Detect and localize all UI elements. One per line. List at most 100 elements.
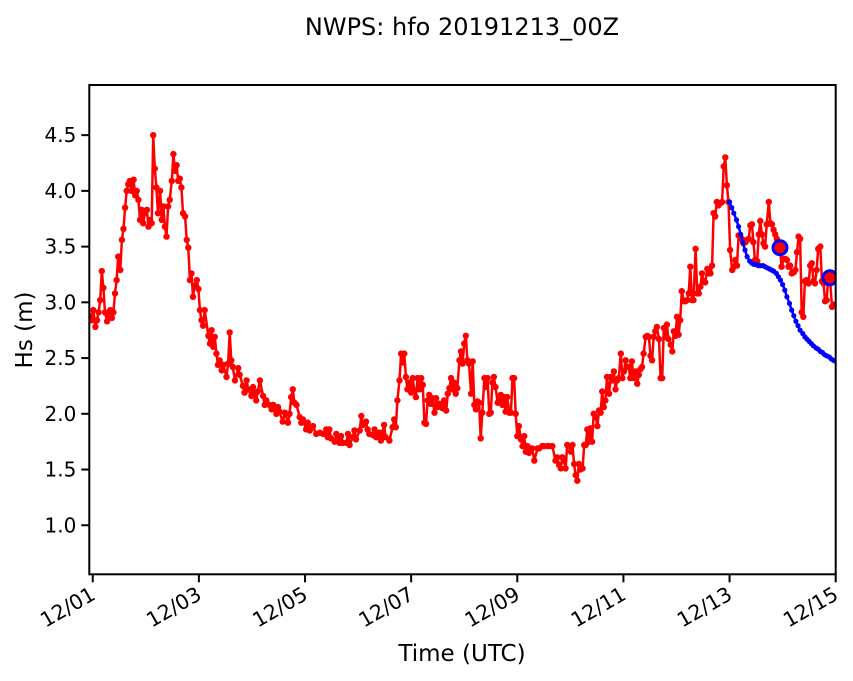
observed-hs-point	[226, 329, 233, 336]
observed-hs-point	[610, 368, 618, 375]
observed-hs-point	[344, 430, 352, 438]
observed-hs-point	[199, 322, 207, 329]
observed-hs-point	[156, 187, 164, 195]
observed-hs-point	[570, 460, 578, 468]
observed-hs-point	[256, 377, 264, 384]
observed-hs-point	[113, 276, 120, 284]
observed-hs-point	[768, 221, 776, 228]
forecast-hs-point	[791, 313, 797, 319]
y-tick-label: 2.0	[44, 402, 76, 426]
observed-hs-point	[130, 176, 137, 183]
observed-hs-point	[524, 442, 531, 450]
observed-hs-point	[467, 390, 475, 397]
x-tick-label: 12/09	[461, 582, 524, 632]
observed-hs-point	[499, 401, 506, 409]
observed-hs-point	[352, 436, 360, 443]
observed-hs-point	[409, 374, 416, 382]
observed-hs-point	[377, 437, 385, 444]
observed-hs-point	[599, 388, 606, 395]
observed-hs-point	[653, 323, 661, 331]
observed-hs-point	[163, 233, 170, 240]
observed-hs-point	[402, 373, 410, 381]
observed-hs-point	[594, 422, 601, 430]
observed-hs-point	[707, 270, 714, 277]
observed-hs-point	[761, 243, 769, 250]
observed-hs-point	[319, 430, 327, 438]
observed-hs-point	[270, 401, 277, 409]
observed-hs-point	[823, 296, 830, 304]
observed-hs-point	[484, 374, 491, 382]
observed-hs-point	[510, 374, 518, 382]
observed-hs-point	[208, 327, 215, 334]
observed-hs-point	[745, 235, 752, 242]
observed-hs-point	[245, 386, 252, 393]
observed-hs-point	[698, 270, 706, 277]
observed-hs-point	[351, 427, 358, 434]
y-tick-label: 4.5	[44, 123, 76, 147]
observed-hs-point	[683, 296, 691, 304]
observed-hs-point	[218, 367, 225, 374]
forecast-hs-point	[786, 300, 793, 307]
observed-hs-point	[757, 217, 764, 225]
observed-hs-point	[692, 245, 699, 252]
observed-hs-point	[151, 165, 158, 172]
observed-hs-point	[276, 408, 283, 415]
observed-hs-point	[399, 359, 406, 366]
observed-hs-point	[396, 377, 403, 384]
observed-hs-point	[765, 198, 772, 206]
observed-hs-point	[201, 306, 208, 314]
observed-hs-point	[196, 306, 204, 314]
observed-hs-point	[475, 399, 483, 406]
plot-border	[88, 84, 837, 576]
observed-hs-point	[231, 377, 239, 384]
observed-hs-point	[449, 386, 456, 393]
forecast-hs-point	[740, 239, 746, 245]
observed-hs-point	[638, 363, 646, 371]
observed-hs-point	[587, 425, 594, 432]
observed-hs-point	[444, 390, 451, 397]
forecast-hs-point	[727, 199, 733, 205]
observed-hs-point	[634, 380, 641, 387]
observed-hs-point	[263, 397, 270, 404]
observed-hs-point	[723, 182, 731, 189]
observed-hs-series	[89, 132, 836, 484]
observed-hs-point	[796, 235, 804, 242]
observed-hs-point	[248, 392, 255, 400]
observed-hs-point	[380, 421, 388, 429]
observed-hs-point	[289, 386, 296, 393]
y-axis-label: Hs (m)	[12, 292, 38, 369]
observed-hs-point	[569, 441, 576, 449]
observed-hs-point	[602, 397, 609, 404]
forecast-hs-point	[793, 318, 799, 324]
observed-hs-point	[557, 465, 564, 472]
observed-hs-point	[186, 276, 194, 284]
observed-hs-point	[90, 306, 97, 314]
observed-hs-point	[504, 393, 511, 401]
observed-hs-point	[650, 333, 657, 341]
y-tick-label: 3.0	[44, 290, 76, 314]
observed-hs-point	[97, 296, 104, 304]
observed-hs-point	[687, 263, 694, 270]
observed-hs-point	[690, 296, 697, 304]
forecast-hs-series	[727, 199, 836, 364]
observed-hs-point	[92, 323, 99, 331]
observed-hs-point	[173, 162, 180, 169]
observed-hs-point	[600, 403, 607, 411]
observed-hs-point	[665, 335, 672, 343]
observed-hs-point	[205, 332, 212, 339]
x-tick-label: 12/07	[354, 582, 417, 632]
observed-hs-point	[178, 184, 185, 191]
x-tick-label: 12/15	[779, 582, 842, 632]
observed-hs-point	[195, 285, 202, 293]
observed-hs-point	[160, 203, 167, 210]
observed-hs-point	[625, 363, 632, 371]
observed-hs-point	[284, 419, 292, 426]
observed-hs-point	[220, 361, 227, 368]
observed-hs-point	[326, 426, 333, 433]
observed-hs-point	[253, 397, 260, 404]
forecast-hs-point	[736, 224, 742, 230]
observed-hs-point	[431, 409, 438, 416]
observed-hs-point	[286, 410, 293, 417]
